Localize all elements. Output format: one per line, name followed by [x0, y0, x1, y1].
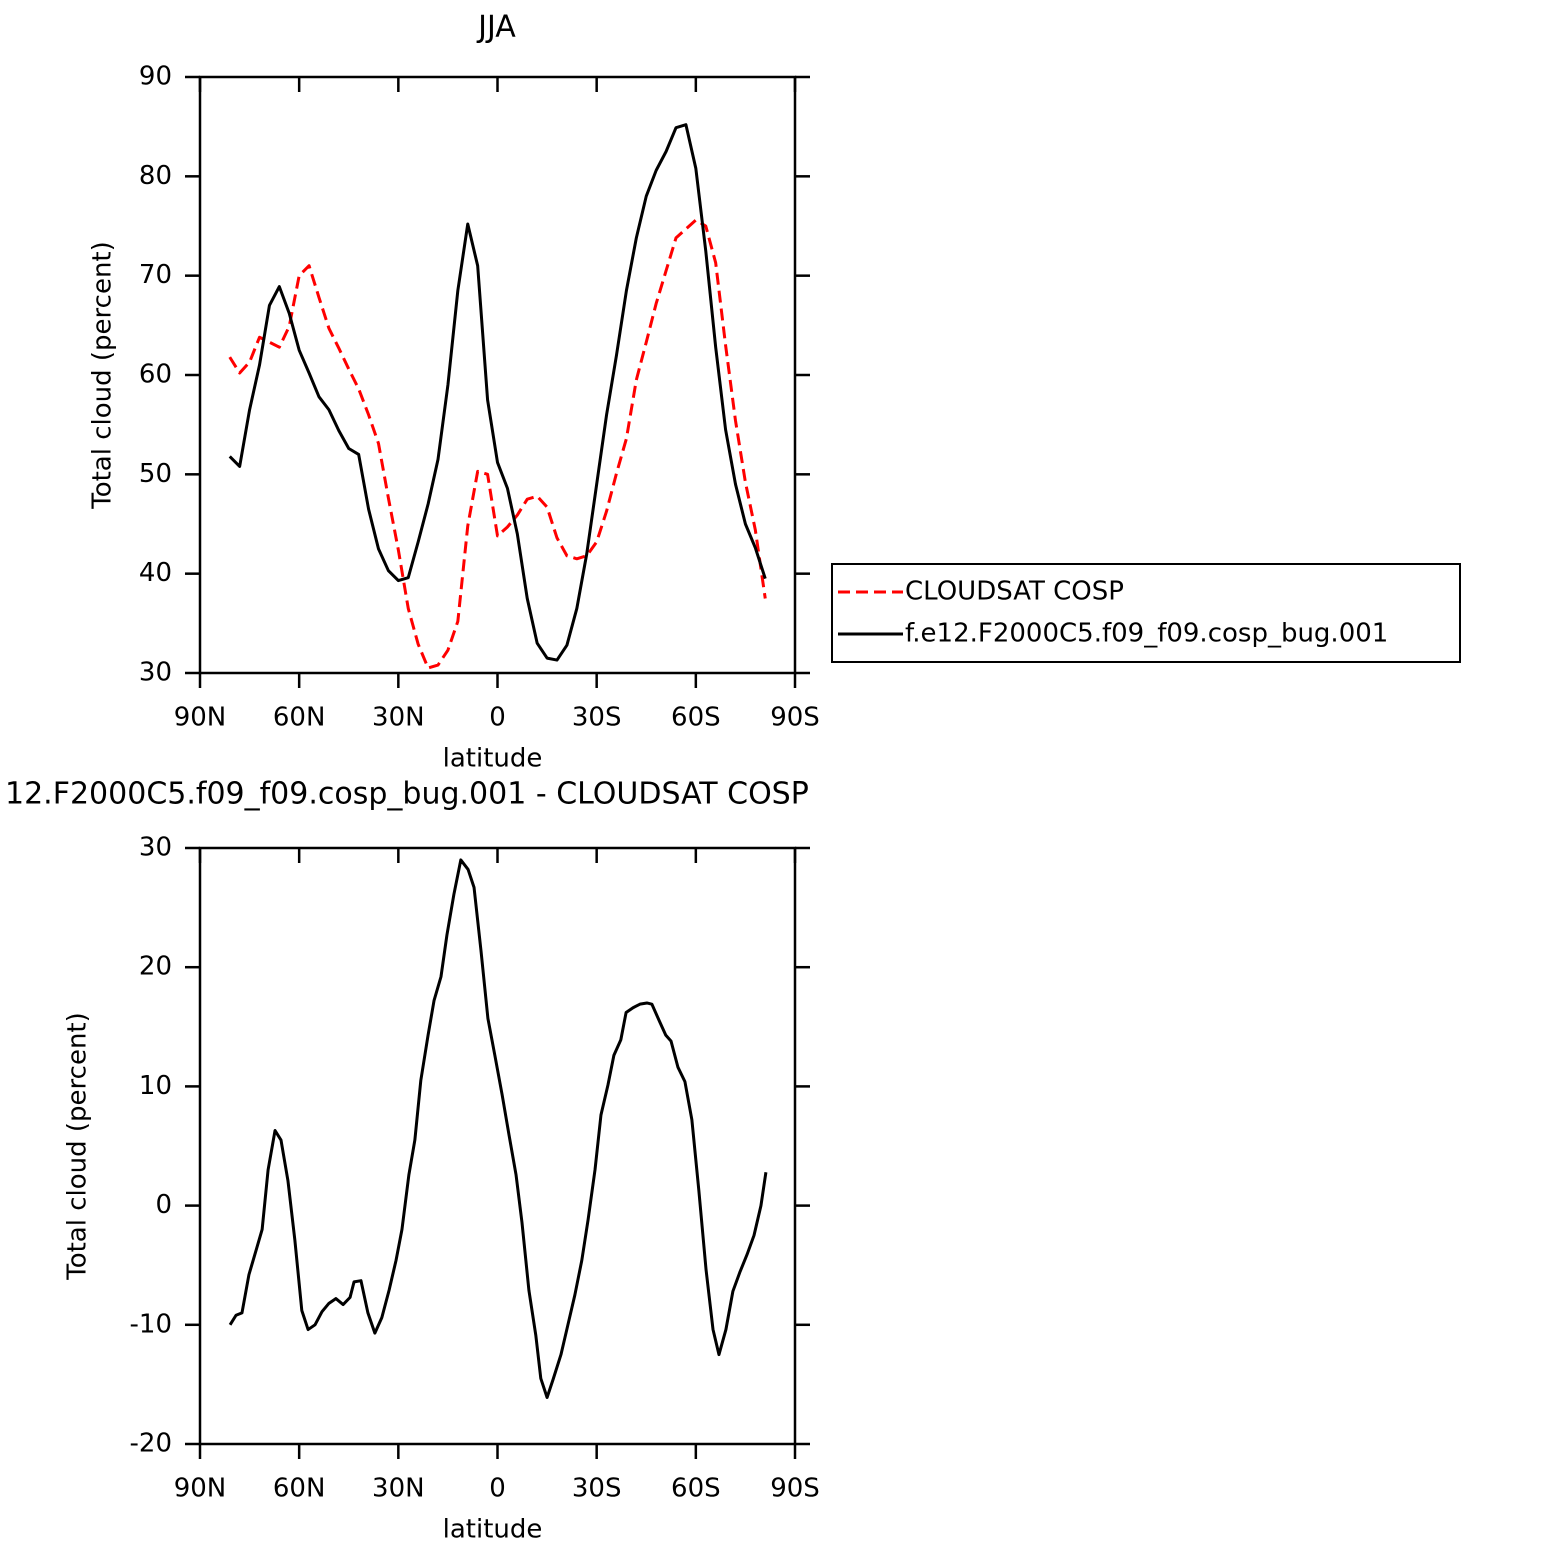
x-tick-label: 90N: [174, 1474, 227, 1504]
x-tick-label: 90S: [770, 703, 820, 733]
y-tick-label: 30: [139, 833, 172, 863]
chart-title: JJA: [476, 10, 516, 45]
y-tick-label: 20: [139, 952, 172, 982]
y-tick-label: 50: [139, 459, 172, 489]
y-tick-label: 90: [139, 62, 172, 92]
y-tick-label: 40: [139, 558, 172, 588]
y-tick-label: 70: [139, 260, 172, 290]
x-tick-label: 60S: [671, 703, 721, 733]
y-tick-label: 10: [139, 1071, 172, 1101]
y-tick-label: 80: [139, 161, 172, 191]
y-tick-label: -20: [130, 1429, 172, 1459]
x-axis-label: latitude: [443, 744, 543, 774]
x-tick-label: 90S: [770, 1474, 820, 1504]
x-tick-label: 30N: [372, 1474, 425, 1504]
y-tick-label: 60: [139, 360, 172, 390]
legend-label: CLOUDSAT COSP: [905, 577, 1124, 607]
x-tick-label: 60N: [273, 1474, 326, 1504]
x-tick-label: 60N: [273, 703, 326, 733]
legend-label: f.e12.F2000C5.f09_f09.cosp_bug.001: [905, 619, 1388, 649]
x-axis-label: latitude: [443, 1515, 543, 1545]
y-tick-label: 0: [155, 1190, 172, 1220]
plot-frame: [198, 846, 797, 1446]
x-tick-label: 60S: [671, 1474, 721, 1504]
y-tick-label: -10: [130, 1309, 172, 1339]
y-axis-label: Total cloud (percent): [63, 1012, 93, 1281]
x-tick-label: 0: [489, 703, 506, 733]
data-line: [228, 858, 768, 1400]
x-tick-label: 30N: [372, 703, 425, 733]
plot-frame: [198, 75, 797, 675]
x-tick-label: 30S: [572, 703, 622, 733]
y-axis-label: Total cloud (percent): [88, 241, 118, 510]
y-tick-label: 30: [139, 658, 172, 688]
data-line: [228, 123, 767, 662]
x-tick-label: 30S: [572, 1474, 622, 1504]
x-tick-label: 0: [489, 1474, 506, 1504]
chart-title: 12.F2000C5.f09_f09.cosp_bug.001 - CLOUDS…: [5, 777, 809, 812]
data-line: [228, 218, 767, 670]
legend-box: [831, 563, 1461, 663]
x-tick-label: 90N: [174, 703, 227, 733]
